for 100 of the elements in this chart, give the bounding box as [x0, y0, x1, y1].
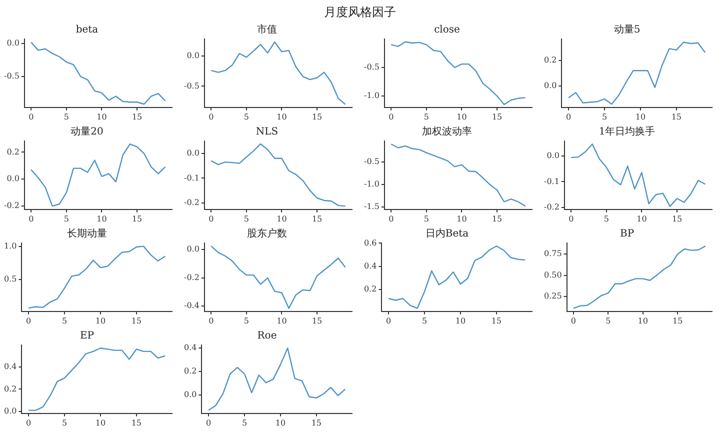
y-tick-label: 1.0: [4, 241, 17, 250]
y-tick-label: -0.5: [184, 81, 200, 90]
y-tick-label: 0.2: [184, 366, 197, 376]
y-tick-label: -0.2: [184, 198, 200, 208]
x-tick-label: 5: [424, 214, 429, 224]
x-tick-label: 10: [275, 418, 286, 428]
chart-title: close: [434, 24, 460, 36]
x-tick-label: 10: [96, 112, 107, 122]
y-tick-label: 0.75: [544, 249, 562, 258]
x-tick-label: 0: [28, 214, 34, 224]
chart-title: BP: [620, 228, 634, 240]
x-tick-label: 5: [64, 112, 69, 122]
x-tick-label: 15: [312, 214, 322, 224]
y-tick-label: 0.5: [4, 274, 17, 284]
x-tick-label: 15: [492, 112, 502, 122]
y-tick-label: 0.0: [6, 174, 20, 184]
x-tick-label: 10: [276, 316, 287, 326]
chart-title: 日内Beta: [425, 228, 469, 240]
x-tick-label: 0: [28, 112, 34, 122]
x-tick-label: 0: [386, 316, 392, 326]
y-tick-label: 0.25: [544, 292, 562, 301]
x-tick-label: 5: [602, 112, 608, 122]
y-tick-label: 0.0: [546, 150, 560, 160]
x-tick-label: 15: [311, 418, 322, 428]
y-tick-label: 0.6: [364, 238, 377, 248]
x-tick-label: 15: [491, 316, 502, 326]
y-tick-label: 0.0: [186, 51, 200, 60]
y-tick-label: 0.0: [6, 38, 20, 48]
x-tick-label: 0: [570, 316, 576, 326]
x-tick-label: 10: [636, 214, 647, 224]
y-tick-label: 0.4: [364, 261, 377, 270]
chart-title: 1年日均换手: [598, 126, 656, 138]
x-tick-label: 15: [492, 214, 502, 224]
y-tick-label: -0.2: [544, 202, 560, 212]
x-tick-label: 0: [26, 316, 32, 326]
y-tick-label: 0.2: [544, 55, 557, 64]
y-tick-label: -0.5: [364, 62, 380, 72]
chart-title: 动量5: [614, 24, 640, 36]
chart-title: EP: [80, 330, 94, 342]
y-tick-label: 0.0: [544, 81, 557, 90]
x-tick-label: 5: [244, 214, 249, 224]
x-tick-label: 15: [672, 214, 682, 224]
y-tick-label: -0.2: [184, 272, 200, 282]
y-tick-label: 0.0: [184, 390, 197, 400]
x-tick-label: 10: [276, 214, 287, 224]
x-tick-label: 15: [131, 418, 142, 428]
x-tick-label: 15: [671, 112, 682, 122]
y-tick-label: 0.2: [4, 384, 17, 394]
x-tick-label: 10: [96, 214, 107, 224]
x-tick-label: 0: [568, 214, 574, 224]
y-tick-label: -1.0: [364, 91, 380, 100]
x-tick-label: 0: [208, 214, 214, 224]
y-tick-label: -0.1: [544, 176, 560, 186]
x-tick-label: 10: [638, 316, 648, 326]
y-tick-label: -0.5: [4, 72, 20, 81]
x-tick-label: 15: [132, 214, 142, 224]
chart-title: beta: [76, 24, 98, 36]
x-tick-label: 5: [424, 112, 429, 122]
x-tick-label: 5: [244, 316, 249, 326]
x-tick-label: 10: [456, 214, 467, 224]
x-tick-label: 15: [131, 316, 142, 326]
chart-title: 股东户数: [247, 228, 287, 240]
chart-title: Roe: [257, 330, 277, 342]
x-tick-label: 5: [62, 418, 68, 428]
x-tick-label: 10: [276, 112, 287, 122]
x-tick-label: 15: [312, 316, 322, 326]
x-tick-label: 5: [242, 418, 248, 428]
y-tick-label: 0.50: [544, 270, 562, 280]
chart-title: 长期动量: [67, 228, 107, 240]
y-tick-label: 0.2: [364, 284, 377, 294]
y-tick-label: -0.2: [4, 201, 20, 210]
y-tick-label: 0.2: [6, 147, 20, 156]
y-tick-label: -1.0: [364, 180, 380, 189]
x-tick-label: 10: [635, 112, 646, 122]
x-tick-label: 0: [208, 112, 214, 122]
x-tick-label: 10: [455, 316, 466, 326]
x-tick-label: 5: [606, 316, 611, 326]
x-tick-label: 0: [208, 316, 214, 326]
chart-title: 动量20: [70, 126, 104, 138]
x-tick-label: 0: [388, 214, 394, 224]
x-tick-label: 15: [672, 316, 683, 326]
y-tick-label: -0.5: [364, 157, 380, 166]
chart-title: NLS: [256, 126, 278, 138]
x-tick-label: 10: [95, 418, 106, 428]
y-tick-label: -0.1: [184, 173, 200, 182]
x-tick-label: 0: [566, 112, 572, 122]
x-tick-label: 0: [388, 112, 394, 122]
x-tick-label: 5: [244, 112, 249, 122]
x-tick-label: 15: [312, 112, 322, 122]
y-tick-label: 0.4: [4, 362, 17, 372]
y-tick-label: -1.5: [364, 202, 380, 212]
y-tick-label: 0.4: [184, 343, 197, 352]
x-tick-label: 5: [604, 214, 609, 224]
chart-title: 市值: [257, 24, 277, 36]
x-tick-label: 10: [456, 112, 467, 122]
x-tick-label: 5: [422, 316, 428, 326]
x-tick-label: 0: [26, 418, 32, 428]
x-tick-label: 10: [95, 316, 106, 326]
x-tick-label: 5: [64, 214, 69, 224]
y-tick-label: 0.0: [186, 148, 200, 158]
